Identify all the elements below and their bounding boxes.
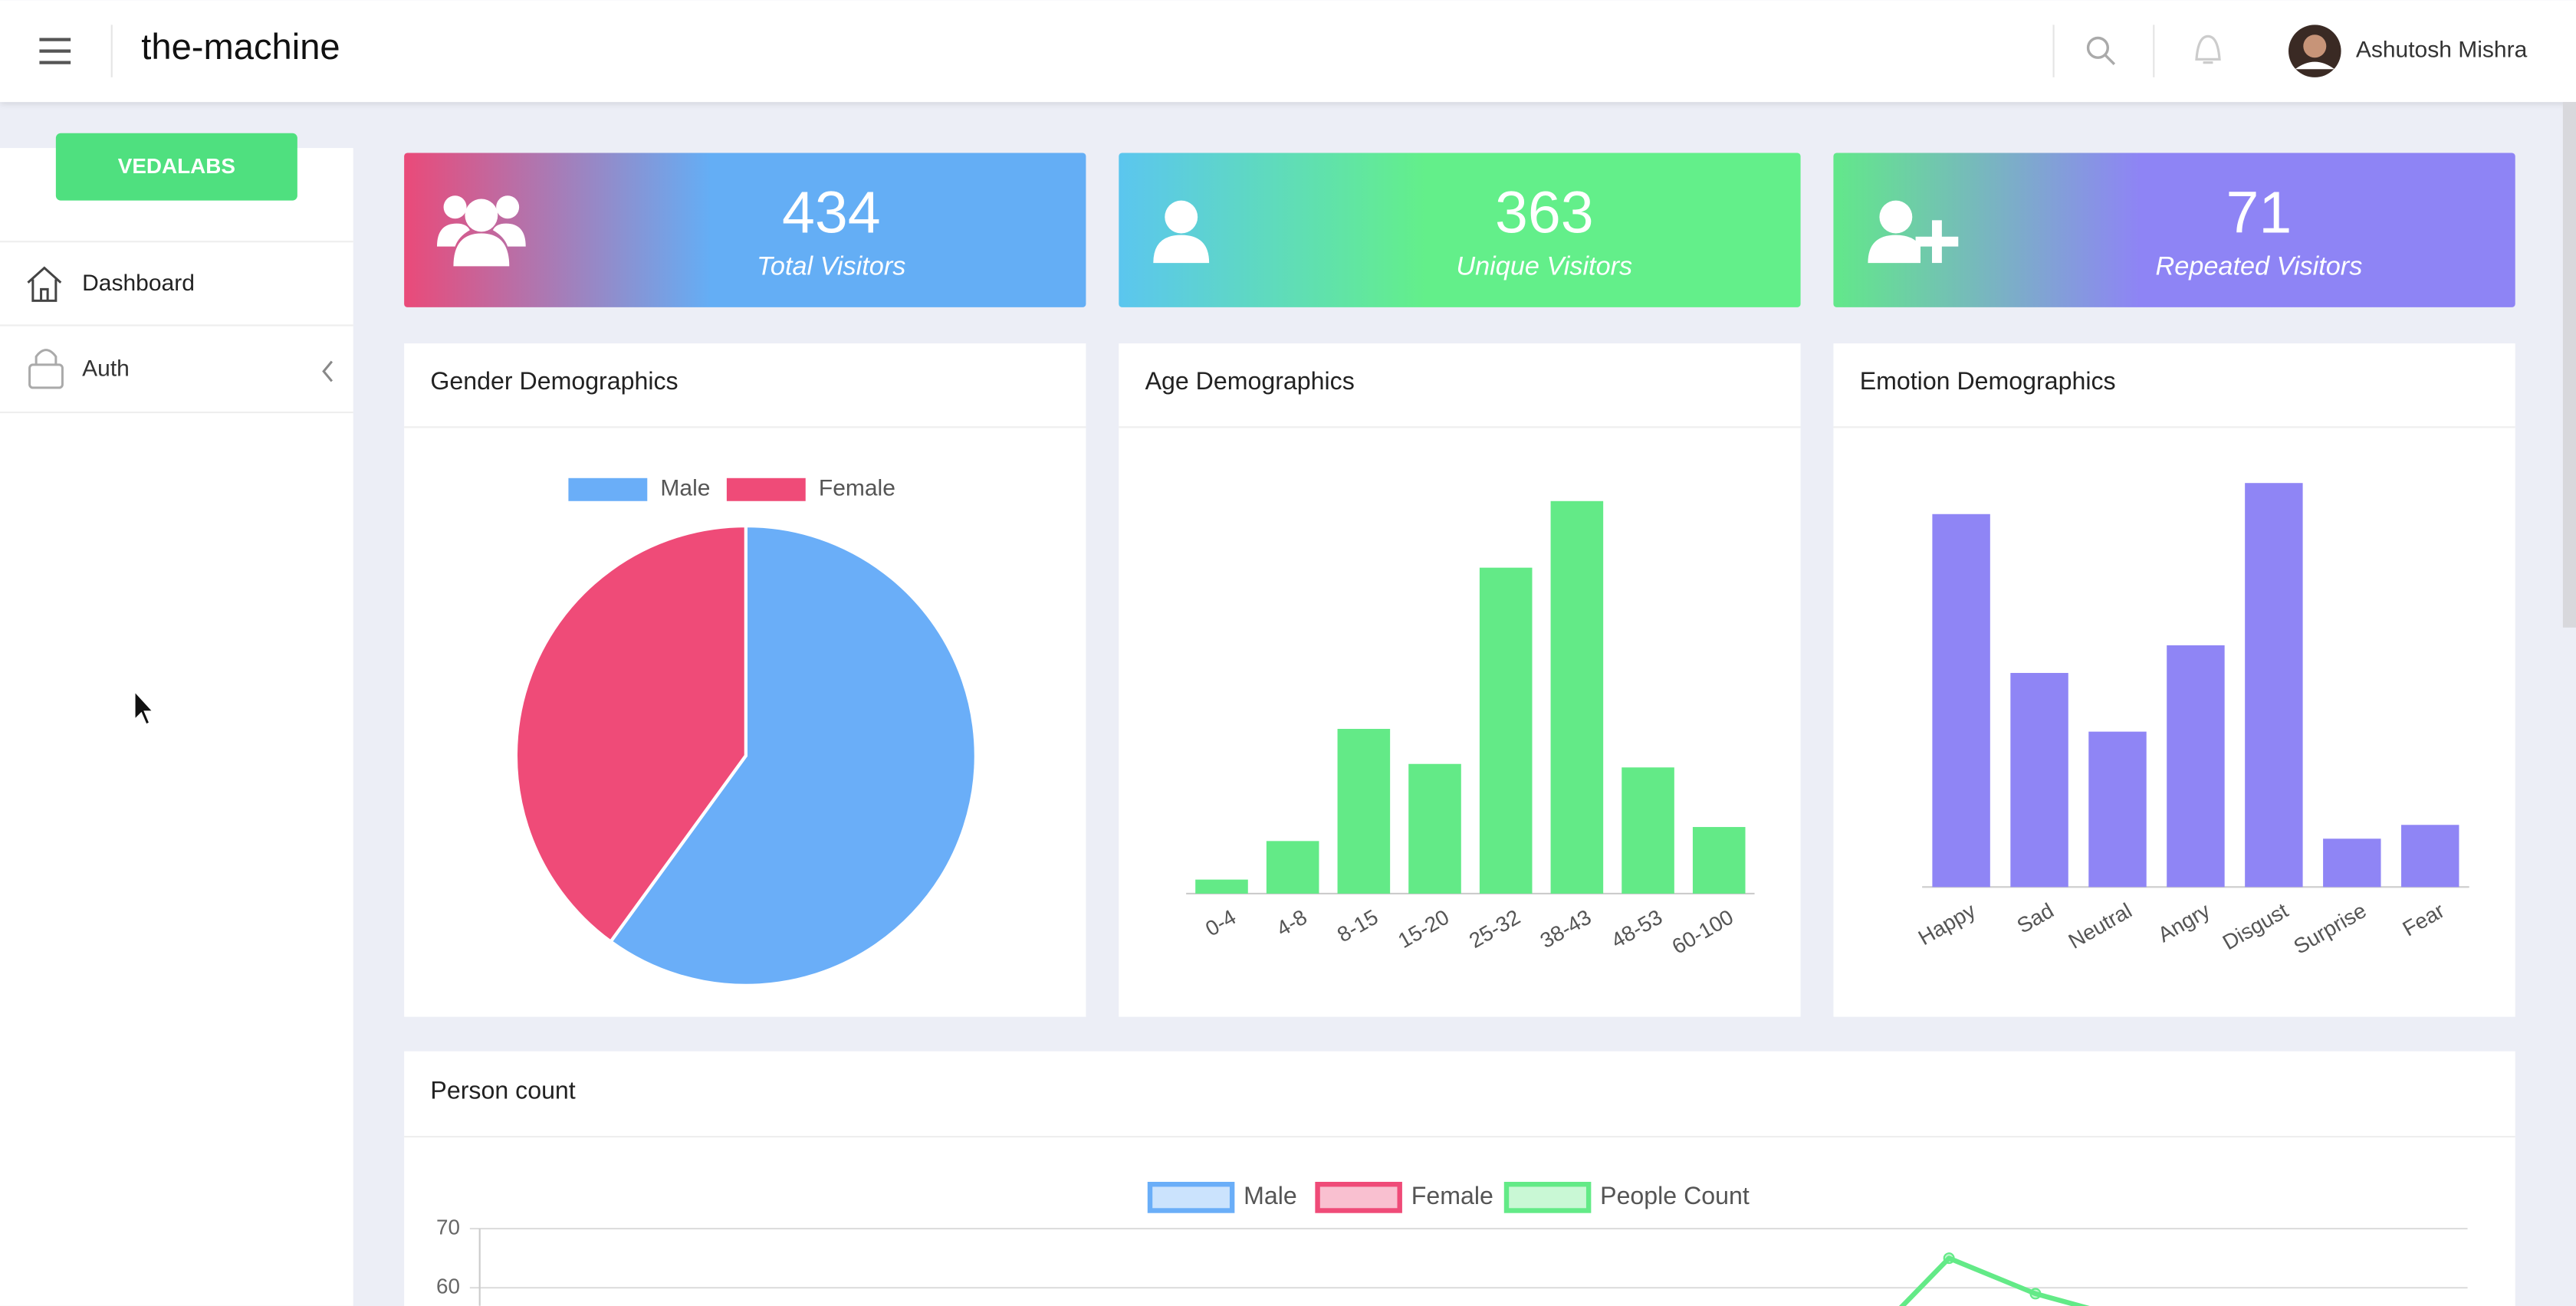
bar: [1622, 767, 1674, 894]
scrollbar[interactable]: [2562, 102, 2576, 628]
legend-label: Male: [660, 476, 710, 501]
lock-icon: [28, 349, 64, 389]
legend-swatch: [726, 477, 806, 501]
stat-card: [404, 153, 1086, 307]
bar: [2010, 673, 2068, 888]
nav-item[interactable]: Dashboard: [82, 271, 195, 296]
bar: [2167, 645, 2225, 888]
stat-value: 363: [1495, 179, 1594, 245]
bar: [2088, 731, 2147, 888]
top-bar: [0, 0, 2576, 103]
card-title: Age Demographics: [1145, 367, 1355, 395]
line-point: [2029, 1288, 2042, 1300]
legend-swatch: [568, 477, 648, 501]
bell-icon[interactable]: [2195, 34, 2221, 64]
pie-slice: [514, 523, 748, 944]
avatar[interactable]: [2288, 25, 2341, 77]
sidebar: [0, 148, 353, 1306]
bar: [1195, 879, 1248, 894]
bar: [2401, 825, 2459, 888]
line-point: [1943, 1252, 1955, 1265]
bar: [1932, 514, 1990, 888]
legend-swatch: [1315, 1182, 1402, 1213]
users-icon: [437, 195, 526, 267]
bar: [1266, 841, 1319, 894]
card-title: Person count: [430, 1077, 575, 1104]
bar: [1550, 500, 1604, 894]
bar: [1337, 729, 1391, 894]
legend-swatch: [1503, 1182, 1592, 1213]
app-title[interactable]: the-machine: [141, 26, 340, 67]
stat-card: [1119, 153, 1801, 307]
bar: [1479, 567, 1533, 894]
card-title: Gender Demographics: [430, 367, 678, 395]
legend-label: People Count: [1600, 1182, 1750, 1209]
bar: [1692, 827, 1746, 894]
stat-label: Unique Visitors: [1456, 252, 1632, 281]
card-dividers: [404, 426, 2515, 1138]
brand-button[interactable]: [55, 133, 297, 201]
chevron-icon[interactable]: [322, 360, 334, 382]
stat-label: Total Visitors: [757, 252, 905, 281]
brand-label[interactable]: VEDALABS: [118, 154, 235, 178]
search-icon[interactable]: [2086, 36, 2116, 65]
chart-card: [1119, 343, 1801, 1017]
legend-swatch: [1147, 1182, 1235, 1213]
home-icon: [27, 266, 62, 302]
legend-label: Male: [1244, 1182, 1297, 1209]
stat-label: Repeated Visitors: [2156, 252, 2363, 281]
bar: [2245, 483, 2303, 888]
y-tick-label: 60: [436, 1275, 460, 1298]
stat-card: [1833, 153, 2515, 307]
line-series: [1898, 1255, 2090, 1306]
nav-item[interactable]: Auth: [82, 356, 130, 381]
bar: [2323, 838, 2381, 888]
bar: [1408, 763, 1461, 894]
chart-card: [404, 1051, 2515, 1306]
stat-value: 434: [782, 179, 881, 245]
user-name[interactable]: Ashutosh Mishra: [2356, 38, 2528, 63]
y-tick-label: 70: [436, 1215, 460, 1239]
legend-label: Female: [1411, 1182, 1493, 1209]
user-plus-icon: [1868, 200, 1959, 264]
pie-slice: [608, 523, 978, 988]
cursor: [133, 690, 155, 726]
legend-label: Female: [819, 476, 895, 501]
stat-value: 71: [2226, 179, 2292, 245]
menu-button[interactable]: [39, 38, 71, 64]
user-icon: [1153, 200, 1210, 264]
card-title: Emotion Demographics: [1860, 367, 2116, 395]
